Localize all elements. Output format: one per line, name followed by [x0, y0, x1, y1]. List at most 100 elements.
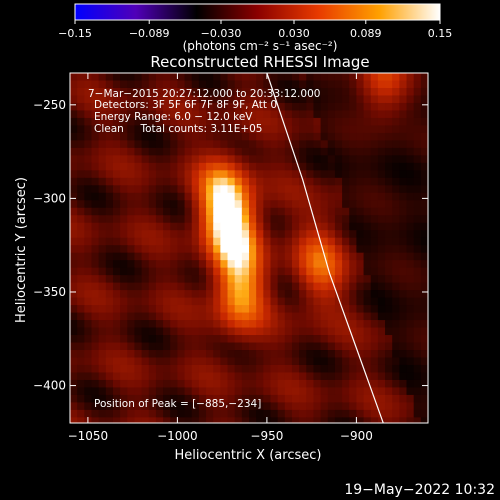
heatmap-cell: [413, 409, 422, 418]
heatmap-cell: [349, 117, 357, 127]
heatmap-cell: [349, 275, 357, 284]
heatmap-cell: [406, 155, 415, 164]
heatmap-cell: [163, 237, 171, 246]
heatmap-cell: [206, 282, 214, 291]
heatmap-cell: [356, 335, 365, 344]
heatmap-cell: [356, 245, 365, 254]
heatmap-cell: [70, 312, 78, 321]
heatmap-cell: [270, 147, 279, 156]
heatmap-cell: [377, 207, 386, 216]
heatmap-cell: [284, 222, 293, 231]
heatmap-cell: [306, 387, 315, 396]
heatmap-cell: [234, 342, 243, 351]
heatmap-cell: [313, 335, 322, 344]
heatmap-cell: [241, 417, 250, 423]
heatmap-cell: [98, 275, 107, 284]
heatmap-cell: [77, 215, 85, 224]
heatmap-cell: [356, 305, 365, 314]
heatmap-cell: [356, 140, 365, 149]
heatmap-cell: [299, 364, 307, 374]
heatmap-cell: [70, 177, 78, 186]
heatmap-cell: [249, 252, 257, 261]
heatmap-cell: [342, 185, 350, 194]
heatmap-cell: [392, 379, 400, 389]
heatmap-cell: [134, 290, 143, 299]
heatmap-cell: [291, 364, 300, 374]
heatmap-cell: [241, 305, 250, 314]
heatmap-cell: [299, 282, 307, 291]
heatmap-cell: [241, 245, 250, 254]
heatmap-cell: [112, 215, 121, 224]
heatmap-cell: [392, 327, 400, 336]
heatmap-cell: [163, 275, 171, 284]
heatmap-cell: [177, 394, 186, 404]
heatmap-cell: [413, 267, 422, 276]
heatmap-cell: [277, 394, 286, 404]
heatmap-cell: [263, 215, 272, 224]
heatmap-cell: [363, 117, 372, 127]
heatmap-cell: [191, 312, 200, 321]
heatmap-cell: [213, 275, 221, 284]
heatmap-cell: [334, 132, 343, 141]
heatmap-cell: [241, 364, 250, 374]
heatmap-cell: [184, 282, 193, 291]
heatmap-cell: [270, 185, 279, 194]
heatmap-cell: [241, 155, 250, 164]
heatmap-cell: [191, 372, 200, 381]
heatmap-cell: [184, 147, 193, 156]
heatmap-cell: [385, 222, 393, 231]
heatmap-cell: [163, 192, 171, 201]
heatmap-cell: [112, 335, 121, 344]
heatmap-cell: [163, 87, 171, 97]
heatmap-cell: [148, 402, 157, 411]
heatmap-cell: [213, 132, 221, 141]
heatmap-cell: [284, 402, 293, 411]
colorbar-unit-label: (photons cm⁻² s⁻¹ asec⁻²): [183, 39, 338, 53]
heatmap-cell: [291, 73, 300, 82]
heatmap-cell: [392, 132, 400, 141]
heatmap-cell: [84, 267, 93, 276]
heatmap-cell: [320, 87, 329, 97]
heatmap-cell: [227, 73, 236, 82]
heatmap-cell: [291, 305, 300, 314]
heatmap-cell: [327, 147, 336, 156]
heatmap-cell: [363, 237, 372, 246]
heatmap-cell: [70, 87, 78, 97]
heatmap-cell: [291, 290, 300, 299]
heatmap-cell: [406, 417, 415, 423]
heatmap-cell: [220, 387, 229, 396]
heatmap-cell: [313, 275, 322, 284]
heatmap-cell: [184, 297, 193, 306]
heatmap-cell: [320, 267, 329, 276]
heatmap-cell: [334, 102, 343, 112]
heatmap-cell: [91, 237, 100, 246]
heatmap-cell: [277, 230, 286, 239]
heatmap-cell: [206, 102, 214, 112]
heatmap-cell: [385, 417, 393, 423]
heatmap-cell: [299, 147, 307, 156]
heatmap-cell: [112, 394, 121, 404]
heatmap-cell: [263, 252, 272, 261]
heatmap-cell: [148, 125, 157, 134]
heatmap-cell: [406, 185, 415, 194]
heatmap-cell: [105, 320, 114, 329]
heatmap-cell: [177, 335, 186, 344]
heatmap-cell: [134, 140, 143, 149]
heatmap-cell: [413, 207, 422, 216]
heatmap-cell: [134, 260, 143, 269]
heatmap-cell: [70, 215, 78, 224]
heatmap-cell: [177, 379, 186, 389]
heatmap-cell: [284, 327, 293, 336]
heatmap-cell: [184, 237, 193, 246]
heatmap-cell: [363, 110, 372, 119]
heatmap-cell: [270, 379, 279, 389]
heatmap-cell: [77, 312, 85, 321]
heatmap-cell: [98, 132, 107, 141]
heatmap-cell: [206, 170, 214, 179]
heatmap-cell: [163, 140, 171, 149]
heatmap-cell: [120, 379, 128, 389]
heatmap-cell: [163, 132, 171, 141]
heatmap-cell: [105, 132, 114, 141]
heatmap-cell: [313, 207, 322, 216]
heatmap-cell: [284, 252, 293, 261]
